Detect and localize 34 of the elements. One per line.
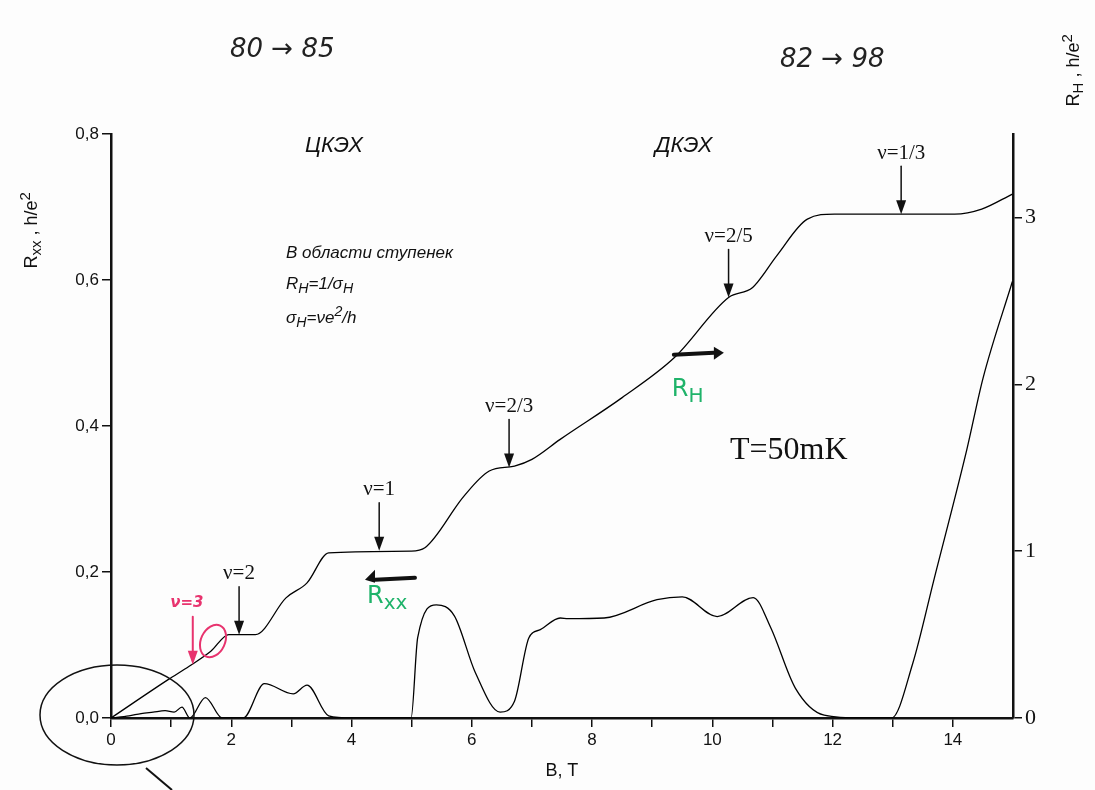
annotation: ν=2/5 [704,223,753,248]
y2-tick-label: 1 [1025,536,1036,562]
annotation: σ$_{H}$=νe$^{2}$/h [286,302,357,330]
annotation: ν=1 [363,476,396,501]
x-axis-title: B, T [545,760,579,780]
y-tick-label: 0,6 [75,269,99,289]
annotation: R$_{H}$=1/σ$_{H}$ [286,273,354,296]
x-tick-label: 2 [226,729,236,749]
annotation: В области ступенек [286,242,454,262]
annotation: ν=3 [170,593,204,612]
x-tick-label: 6 [467,729,477,749]
x-tick-label: 14 [943,729,963,749]
y2-tick-label: 3 [1025,203,1036,229]
annotation: ДКЭХ [655,132,713,157]
y-tick-label: 0,0 [75,707,99,727]
x-tick-label: 0 [106,729,116,749]
series-label: R$_{H}$ [671,374,704,408]
x-tick-label: 4 [346,729,357,749]
y-tick-label: 0,2 [75,561,99,581]
x-tick-label: 10 [702,729,722,749]
annotation: ν=2/3 [485,393,534,418]
text: 80 → 85 [230,33,335,63]
series-label: R$_{xx}$ [366,581,408,615]
y2-tick-label: 0 [1025,703,1036,729]
x-tick-label: 12 [823,729,843,749]
text: 82 → 98 [780,43,885,73]
annotation: ν=1/3 [877,139,926,164]
y-tick-label: 0,8 [75,123,99,143]
annotation: ЦКЭХ [305,132,363,157]
annotation: T=50mK [730,430,848,466]
annotation: ν=2 [223,560,255,585]
x-tick-label: 8 [587,729,597,749]
y2-tick-label: 2 [1025,370,1036,396]
y-tick-label: 0,4 [75,415,99,435]
